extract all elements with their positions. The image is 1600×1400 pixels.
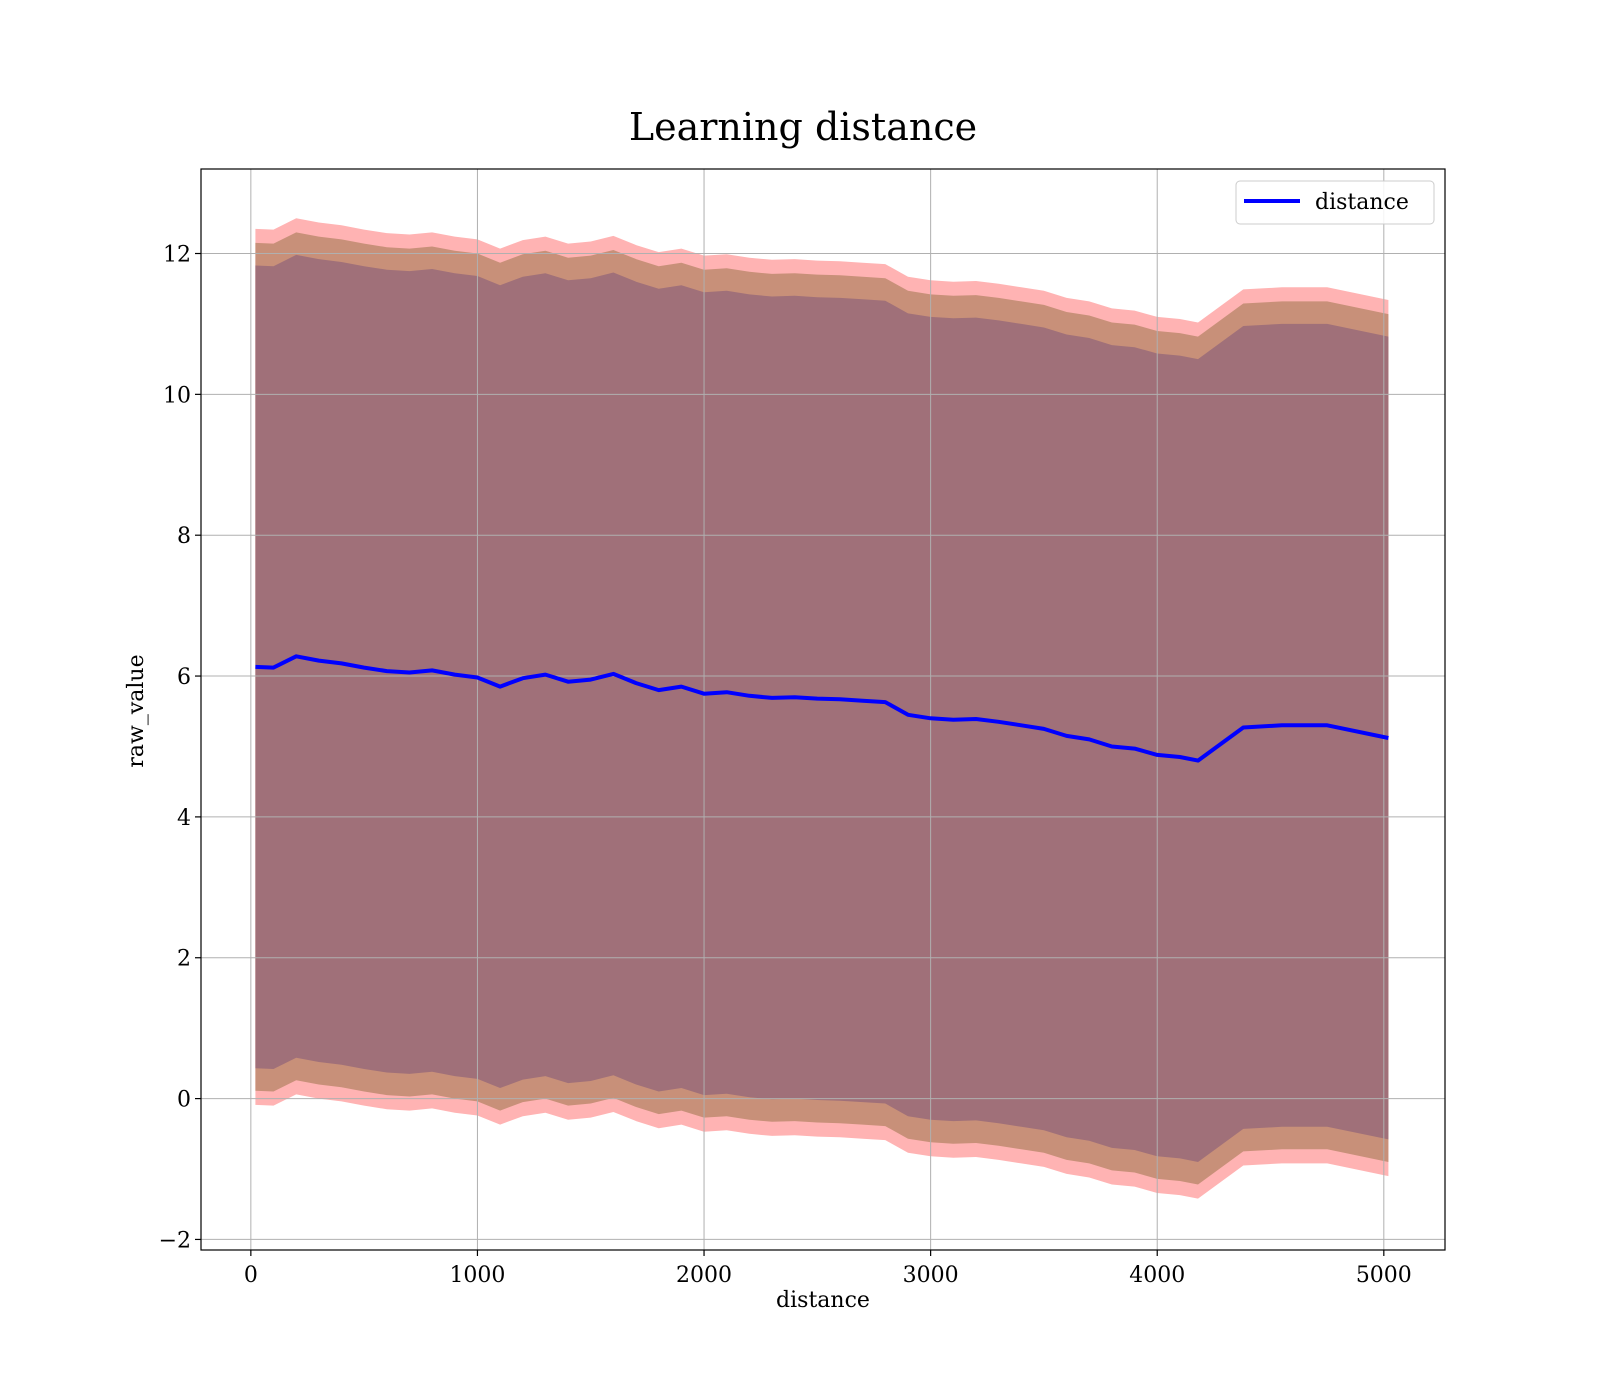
y-tick-label: 8: [177, 524, 191, 549]
y-tick-label: 4: [177, 806, 191, 831]
chart-title: Learning distance: [629, 105, 977, 149]
y-tick-label: −2: [159, 1228, 191, 1253]
x-axis-label: distance: [776, 1288, 870, 1313]
x-tick-label: 1000: [449, 1263, 505, 1288]
y-axis-label: raw_value: [124, 654, 149, 767]
x-tick-label: 3000: [903, 1263, 959, 1288]
y-tick-label: 2: [177, 947, 191, 972]
grid-layer: [201, 169, 1445, 1250]
legend-label: distance: [1315, 190, 1409, 215]
legend-box: [1235, 180, 1435, 225]
band-layer: [255, 218, 1389, 1199]
y-tick-label: 12: [163, 243, 191, 268]
band-inner: [255, 254, 1389, 1162]
y-axis-ticks: −2 0 2 4 6 8 10 12: [159, 243, 201, 1253]
x-tick-label: 0: [244, 1263, 258, 1288]
legend: distance: [1235, 180, 1435, 225]
y-tick-label: 10: [163, 383, 191, 408]
plot-frame: [200, 168, 1446, 1251]
x-tick-label: 4000: [1129, 1263, 1185, 1288]
x-tick-label: 2000: [676, 1263, 732, 1288]
x-axis-ticks: 0 1000 2000 3000 4000 5000: [244, 1250, 1412, 1288]
line-layer: [255, 654, 1389, 763]
y-tick-label: 0: [177, 1088, 191, 1113]
x-tick-label: 5000: [1356, 1263, 1412, 1288]
series-line-distance: [255, 654, 1389, 763]
y-tick-label: 6: [177, 665, 191, 690]
